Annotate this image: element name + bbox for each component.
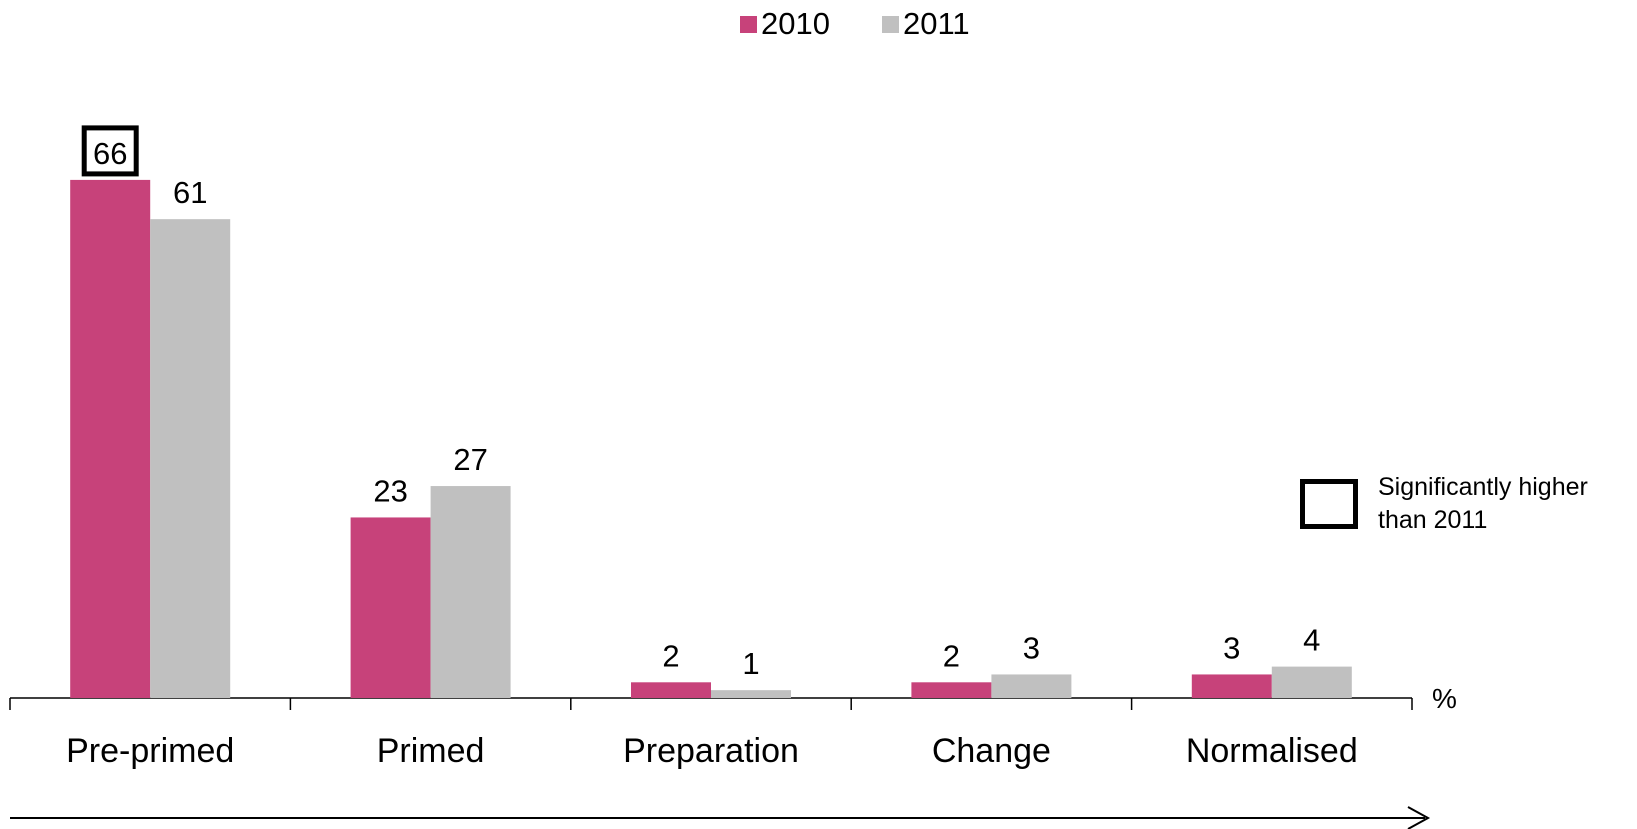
significance-note-text: Significantly higher than 2011 [1378,471,1637,537]
data-label: 23 [373,473,407,508]
category-label: Preparation [623,732,799,770]
category-label: Primed [377,732,485,770]
data-label: 2 [943,638,960,673]
bar-2011-normalised [1272,667,1352,698]
bar-2010-preparation [631,682,711,698]
data-label: 2 [662,638,679,673]
data-label: 27 [453,442,487,477]
category-label: Pre-primed [66,732,234,770]
bar-2011-change [991,674,1071,698]
data-label: 66 [93,136,127,171]
category-label: Normalised [1186,732,1358,770]
data-label: 61 [173,175,207,210]
category-label: Change [932,732,1051,770]
bar-2011-preparation [711,690,791,698]
data-label: 4 [1303,623,1320,658]
bar-2011-primed [431,486,511,698]
data-label: 1 [742,646,759,681]
data-label: 3 [1223,630,1240,665]
bar-2010-primed [351,517,431,698]
significance-box-icon [1300,479,1358,529]
bar-2010-normalised [1192,674,1272,698]
bar-2011-pre-primed [150,219,230,698]
bar-2010-change [911,682,991,698]
bar-2010-pre-primed [70,180,150,698]
significance-note: Significantly higher than 2011 [1300,471,1637,537]
data-label: 3 [1023,630,1040,665]
unit-label: % [1432,683,1457,714]
